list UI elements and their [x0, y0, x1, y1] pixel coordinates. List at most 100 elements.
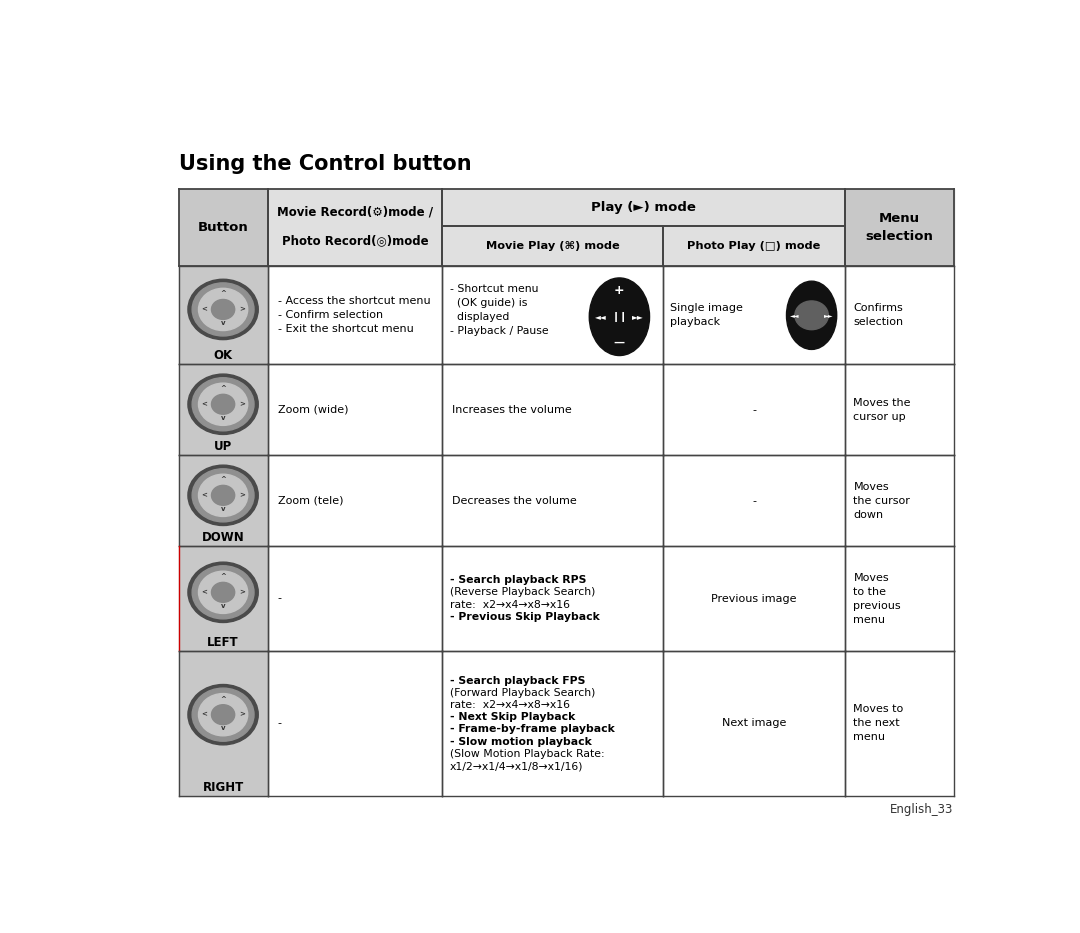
- Text: v: v: [220, 603, 226, 609]
- Text: ^: ^: [220, 290, 226, 297]
- Text: >: >: [239, 401, 245, 408]
- Polygon shape: [268, 455, 442, 547]
- Text: - Access the shortcut menu
- Confirm selection
- Exit the shortcut menu: - Access the shortcut menu - Confirm sel…: [278, 297, 430, 334]
- Text: >: >: [239, 306, 245, 313]
- Text: Increases the volume: Increases the volume: [453, 405, 571, 415]
- Text: Decreases the volume: Decreases the volume: [453, 495, 577, 506]
- Polygon shape: [442, 455, 663, 547]
- Text: Moves to
the next
menu: Moves to the next menu: [853, 704, 904, 743]
- Polygon shape: [442, 364, 663, 455]
- Text: (Reverse Playback Search): (Reverse Playback Search): [449, 588, 595, 597]
- Text: Movie Record(⚙)mode /: Movie Record(⚙)mode /: [276, 205, 433, 218]
- Text: <: <: [202, 712, 207, 717]
- Circle shape: [212, 395, 234, 414]
- Text: (Slow Motion Playback Rate:: (Slow Motion Playback Rate:: [449, 749, 604, 759]
- Polygon shape: [845, 188, 954, 267]
- Text: <: <: [202, 306, 207, 313]
- Text: RIGHT: RIGHT: [202, 781, 244, 794]
- Text: -: -: [752, 405, 756, 415]
- Polygon shape: [178, 547, 268, 651]
- Text: v: v: [220, 725, 226, 731]
- Polygon shape: [663, 364, 845, 455]
- Circle shape: [199, 693, 247, 736]
- Text: ^: ^: [220, 477, 226, 482]
- Text: - Previous Skip Playback: - Previous Skip Playback: [449, 612, 599, 622]
- Polygon shape: [663, 651, 845, 796]
- Text: - Shortcut menu
  (OK guide) is
  displayed
- Playback / Pause: - Shortcut menu (OK guide) is displayed …: [449, 284, 549, 336]
- Text: Next image: Next image: [721, 718, 786, 729]
- Polygon shape: [178, 455, 268, 547]
- Text: - Next Skip Playback: - Next Skip Playback: [449, 712, 575, 722]
- Circle shape: [192, 468, 254, 522]
- Text: x1/2→x1/4→x1/8→x1/16): x1/2→x1/4→x1/8→x1/16): [449, 761, 583, 771]
- Text: (Forward Playback Search): (Forward Playback Search): [449, 688, 595, 698]
- Circle shape: [188, 374, 258, 435]
- Circle shape: [188, 466, 258, 525]
- Text: ►►: ►►: [632, 313, 644, 321]
- Circle shape: [188, 685, 258, 745]
- Text: Zoom (tele): Zoom (tele): [278, 495, 343, 506]
- Polygon shape: [663, 547, 845, 651]
- Polygon shape: [178, 651, 268, 796]
- Circle shape: [188, 563, 258, 622]
- Circle shape: [212, 704, 234, 725]
- Text: - Search playback FPS: - Search playback FPS: [449, 675, 585, 686]
- Circle shape: [212, 582, 234, 603]
- Text: -: -: [278, 593, 282, 604]
- Ellipse shape: [590, 278, 649, 355]
- Circle shape: [199, 383, 247, 425]
- Polygon shape: [442, 547, 663, 651]
- Text: English_33: English_33: [890, 803, 954, 816]
- Polygon shape: [845, 547, 954, 651]
- Polygon shape: [268, 547, 442, 651]
- Polygon shape: [268, 364, 442, 455]
- Text: -: -: [278, 718, 282, 729]
- Polygon shape: [268, 188, 442, 267]
- Text: - Search playback RPS: - Search playback RPS: [449, 576, 586, 585]
- Text: ^: ^: [220, 573, 226, 579]
- Text: Moves the
cursor up: Moves the cursor up: [853, 397, 910, 422]
- Text: Menu
selection: Menu selection: [865, 212, 933, 244]
- Text: v: v: [220, 320, 226, 326]
- Text: - Slow motion playback: - Slow motion playback: [449, 737, 592, 746]
- Circle shape: [192, 283, 254, 336]
- Circle shape: [188, 279, 258, 340]
- Circle shape: [795, 301, 828, 329]
- Polygon shape: [845, 455, 954, 547]
- Polygon shape: [178, 267, 268, 364]
- Text: ^: ^: [220, 385, 226, 391]
- Text: <: <: [202, 493, 207, 498]
- Text: ►►: ►►: [824, 313, 833, 318]
- Polygon shape: [663, 455, 845, 547]
- Text: OK: OK: [214, 349, 232, 362]
- Text: <: <: [202, 590, 207, 595]
- Text: - Frame-by-frame playback: - Frame-by-frame playback: [449, 725, 615, 734]
- Polygon shape: [845, 364, 954, 455]
- Text: Confirms
selection: Confirms selection: [853, 303, 904, 327]
- Text: Play (►) mode: Play (►) mode: [591, 201, 696, 214]
- Text: ❙❙: ❙❙: [611, 312, 627, 322]
- Polygon shape: [268, 267, 442, 364]
- Text: Previous image: Previous image: [712, 593, 797, 604]
- Circle shape: [199, 571, 247, 613]
- Polygon shape: [178, 188, 268, 267]
- Polygon shape: [663, 226, 845, 267]
- Text: Using the Control button: Using the Control button: [178, 154, 471, 174]
- Text: Moves
the cursor
down: Moves the cursor down: [853, 481, 910, 520]
- Polygon shape: [268, 651, 442, 796]
- Text: ^: ^: [220, 696, 226, 702]
- Text: >: >: [239, 493, 245, 498]
- Circle shape: [199, 474, 247, 517]
- Text: Zoom (wide): Zoom (wide): [278, 405, 348, 415]
- Polygon shape: [442, 226, 663, 267]
- Text: LEFT: LEFT: [207, 635, 239, 648]
- Circle shape: [212, 299, 234, 319]
- Text: rate:  x2→x4→x8→x16: rate: x2→x4→x8→x16: [449, 700, 569, 710]
- Text: DOWN: DOWN: [202, 531, 244, 544]
- Text: Single image
playback: Single image playback: [671, 303, 743, 327]
- Text: Moves
to the
previous
menu: Moves to the previous menu: [853, 573, 901, 624]
- Ellipse shape: [786, 281, 837, 350]
- Circle shape: [192, 689, 254, 741]
- Text: Movie Play (⌘) mode: Movie Play (⌘) mode: [486, 242, 619, 251]
- Text: <: <: [202, 401, 207, 408]
